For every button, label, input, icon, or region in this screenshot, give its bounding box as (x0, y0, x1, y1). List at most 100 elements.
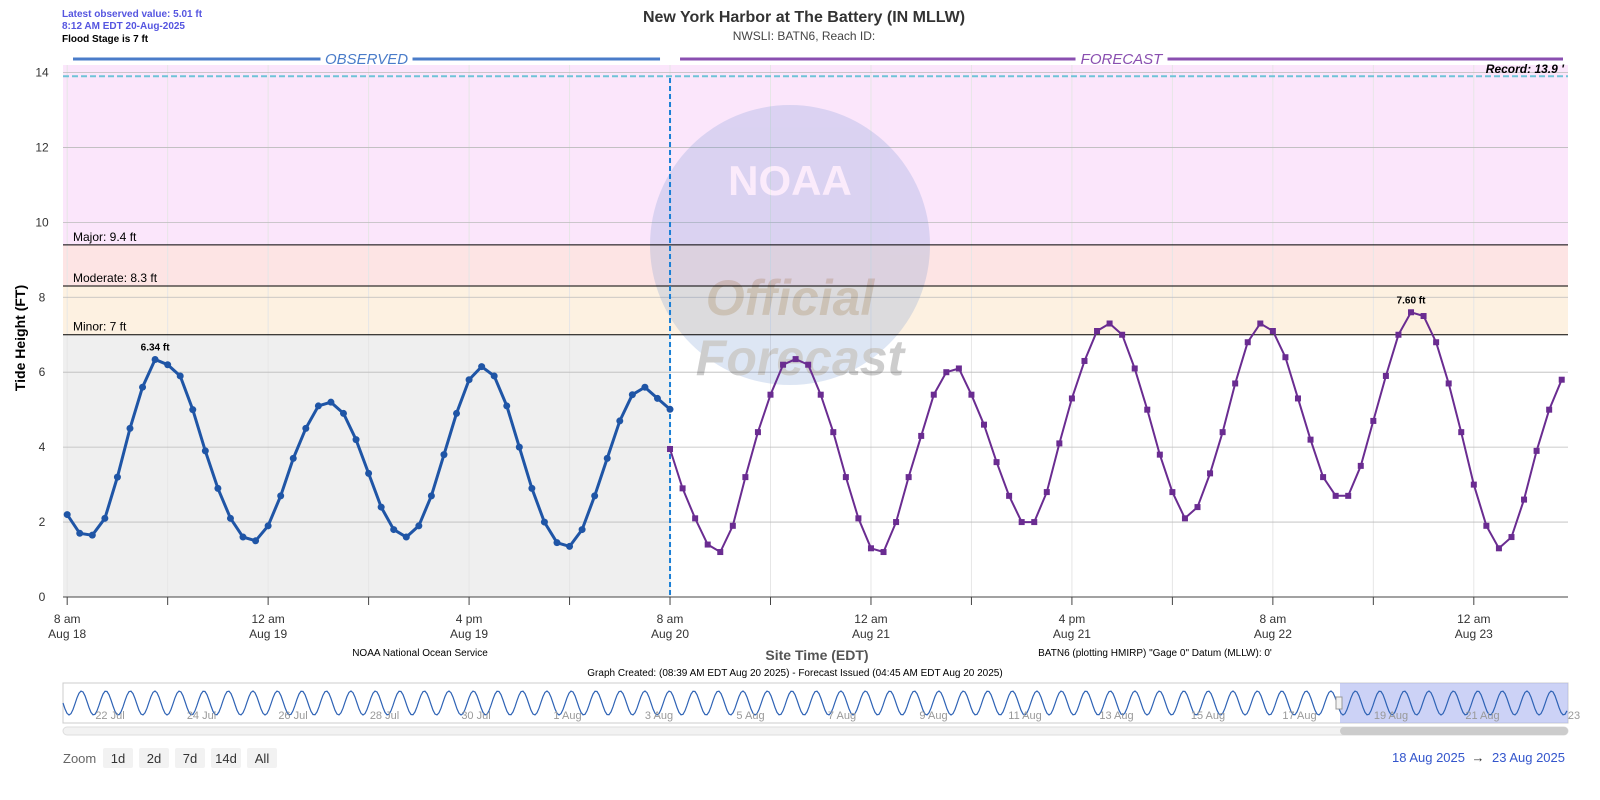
latest-value: Latest observed value: 5.01 ft (62, 9, 203, 20)
x-tick-label: 12 am (251, 612, 284, 626)
x-tick-date: Aug 22 (1254, 627, 1292, 641)
marker (1558, 376, 1565, 383)
zoom-label: Zoom (63, 751, 96, 766)
marker (302, 424, 310, 432)
x-axis-label: Site Time (EDT) (765, 647, 868, 663)
marker (981, 421, 988, 428)
marker (1546, 406, 1553, 413)
marker (1068, 395, 1075, 402)
x-tick-date: Aug 19 (249, 627, 287, 641)
marker (968, 391, 975, 398)
marker (515, 443, 523, 451)
x-tick-date: Aug 23 (1455, 627, 1493, 641)
marker (189, 406, 197, 414)
navigator-label: 30 Jul (461, 710, 490, 722)
zoom-button-label[interactable]: All (255, 751, 270, 766)
marker (792, 356, 799, 363)
marker (101, 514, 109, 522)
marker (1257, 320, 1264, 327)
marker (226, 514, 234, 522)
marker (76, 529, 84, 537)
range-arrow: → (1472, 750, 1485, 765)
chart-subtitle: NWSLI: BATN6, Reach ID: (733, 29, 875, 43)
threshold-label: Minor: 7 ft (73, 320, 127, 334)
zoom-button-label[interactable]: 14d (215, 751, 237, 766)
threshold-label: Moderate: 8.3 ft (73, 271, 158, 285)
marker (717, 549, 724, 556)
marker (314, 402, 322, 410)
marker (1294, 395, 1301, 402)
marker (113, 473, 121, 481)
navigator-label: 13 Aug (1099, 710, 1133, 722)
marker (692, 515, 699, 522)
range-from[interactable]: 18 Aug 2025 (1392, 750, 1465, 765)
navigator-label: 7 Aug (828, 710, 856, 722)
zoom-button[interactable] (103, 748, 133, 768)
zoom-button[interactable] (247, 748, 277, 768)
flood-band (63, 65, 1568, 245)
navigator-label: 9 Aug (919, 710, 947, 722)
marker (1169, 489, 1176, 496)
marker (528, 484, 536, 492)
marker (63, 511, 71, 519)
navigator-selection[interactable] (1340, 683, 1568, 723)
navigator-label: 11 Aug (1008, 710, 1041, 722)
marker (264, 522, 272, 530)
x-tick-label: 12 am (1457, 612, 1490, 626)
navigator-wave (62, 690, 1568, 716)
zoom-button[interactable] (175, 748, 205, 768)
marker (1332, 492, 1339, 499)
marker (955, 365, 962, 372)
marker (1320, 474, 1327, 481)
marker (1495, 545, 1502, 552)
marker (289, 454, 297, 462)
marker (1533, 447, 1540, 454)
marker (1282, 354, 1289, 361)
x-tick-label: 4 pm (1059, 612, 1086, 626)
navigator-label: 22 Jul (95, 710, 124, 722)
marker (667, 446, 674, 453)
marker (1106, 320, 1113, 327)
y-tick-label: 6 (39, 365, 46, 379)
marker (126, 424, 134, 432)
marker (1018, 519, 1025, 526)
marker (653, 394, 661, 402)
marker (993, 459, 1000, 466)
range-to[interactable]: 23 Aug 2025 (1492, 750, 1565, 765)
y-tick-label: 4 (39, 440, 46, 454)
zoom-button-label[interactable]: 7d (183, 751, 197, 766)
value-label: 7.60 ft (1397, 295, 1427, 306)
x-tick-date: Aug 18 (48, 627, 86, 641)
y-tick-label: 0 (39, 590, 46, 604)
marker (1219, 429, 1226, 436)
zoom-button[interactable] (139, 748, 169, 768)
marker (1081, 357, 1088, 364)
y-axis-label: Tide Height (FT) (12, 285, 28, 391)
zoom-button-label[interactable]: 1d (111, 751, 125, 766)
navigator-handle[interactable] (1335, 696, 1343, 710)
watermark-text: Forecast (696, 330, 907, 386)
marker (1345, 492, 1352, 499)
flood-band (63, 286, 1568, 335)
navigator-label: 15 Aug (1191, 710, 1225, 722)
zoom-button-label[interactable]: 2d (147, 751, 161, 766)
marker (201, 447, 209, 455)
marker (1194, 504, 1201, 511)
marker (566, 542, 574, 550)
navigator-label: 28 Jul (370, 710, 399, 722)
threshold-label: Major: 9.4 ft (73, 230, 137, 244)
marker (1382, 372, 1389, 379)
marker (1119, 331, 1126, 338)
marker (729, 522, 736, 529)
marker (679, 485, 686, 492)
marker (277, 492, 285, 500)
scrollbar-thumb[interactable] (1340, 727, 1568, 735)
marker (1043, 489, 1050, 496)
y-tick-label: 8 (39, 290, 46, 304)
marker (1131, 365, 1138, 372)
marker (377, 503, 385, 511)
x-tick-label: 8 am (1260, 612, 1287, 626)
marker (1232, 380, 1239, 387)
zoom-button[interactable] (211, 748, 241, 768)
